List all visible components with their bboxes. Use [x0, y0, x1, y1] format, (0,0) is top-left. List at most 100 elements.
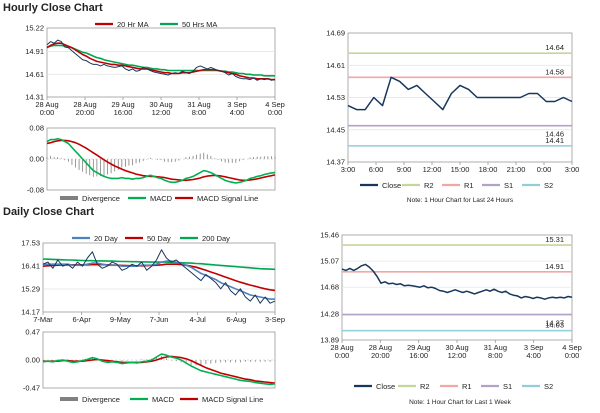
daily-price-x-tick: 3-Sep — [265, 315, 285, 324]
daily-week-x-tick: 3 Sep — [524, 343, 544, 352]
hourly-24h-x-tick: 15:00 — [451, 165, 470, 174]
daily-week-x-tick: 29 Aug — [407, 343, 430, 352]
hourly-price-y-tick: 14.91 — [25, 47, 44, 56]
daily-week-x-tick: 20:00 — [371, 351, 390, 360]
hourly-macd-y-tick: 0.08 — [29, 124, 44, 133]
hourly-24h-x-tick: 21:00 — [507, 165, 526, 174]
daily-price-x-tick: 7-Jun — [150, 315, 169, 324]
daily-week-level-label-s1: 14.27 — [545, 319, 564, 328]
daily-week-level-label-s2: 14.03 — [545, 321, 564, 330]
hourly-macd-line-macd — [46, 138, 276, 184]
daily-price-x-tick: 7-Mar — [33, 315, 53, 324]
hourly-24h-x-tick: 9:00 — [397, 165, 412, 174]
daily-price-line-200-day — [42, 258, 276, 271]
daily-week-y-tick: 15.07 — [320, 257, 339, 266]
hourly-price-x-tick: 29 Aug — [111, 100, 134, 109]
hourly-macd-legend-swatch-divergence — [60, 196, 78, 200]
daily-week-note: Note: 1 Hour Chart for Last 1 Week — [409, 399, 512, 406]
daily-week-line-close — [341, 263, 573, 300]
daily-price-y-tick: 15.29 — [21, 285, 40, 294]
hourly-price-x-tick: 12:00 — [152, 108, 171, 117]
daily-week-legend-r1: R1 — [462, 382, 472, 391]
daily-week-level-label-r1: 14.91 — [545, 262, 564, 271]
daily-price-line-close — [42, 249, 276, 304]
hourly-macd-y-tick: -0.08 — [27, 186, 44, 195]
daily-week-x-tick: 30 Aug — [445, 343, 468, 352]
hourly-price-x-tick: 0:00 — [40, 108, 55, 117]
daily-week-x-tick: 4 Sep — [562, 343, 582, 352]
daily-week-y-tick: 15.46 — [320, 231, 339, 240]
daily-week-x-tick: 28 Aug — [330, 343, 353, 352]
hourly-24h-x-tick: 3:00 — [565, 165, 580, 174]
hourly-price-y-tick: 14.31 — [25, 93, 44, 102]
daily-price-x-tick: 6-Apr — [72, 315, 91, 324]
daily-week-x-tick: 31 Aug — [484, 343, 507, 352]
daily-price-plot-frame — [42, 242, 276, 313]
daily-price-legend-50-day: 50 Day — [147, 234, 171, 243]
hourly-24h-x-tick: 3:00 — [341, 165, 356, 174]
hourly-24h-legend-s2: S2 — [544, 181, 553, 190]
hourly-macd-line-macd-signal-line — [46, 139, 276, 182]
daily-week-legend-r2: R2 — [420, 382, 430, 391]
hourly-price-x-tick: 4 Sep — [265, 100, 285, 109]
daily-week-x-tick: 0:00 — [565, 351, 580, 360]
daily-price-legend-200-day: 200 Day — [202, 234, 230, 243]
daily-week-x-tick: 8:00 — [488, 351, 503, 360]
hourly-price-line-50-hrs-ma — [46, 44, 275, 77]
hourly-24h-y-tick: 14.53 — [326, 93, 345, 102]
hourly-24h-level-label-s1: 14.46 — [545, 130, 564, 139]
hourly-24h-y-tick: 14.37 — [326, 158, 345, 167]
daily-week-y-tick: 14.28 — [320, 309, 339, 318]
daily-week-x-tick: 28 Aug — [369, 343, 392, 352]
daily-macd-legend-swatch-divergence — [60, 397, 78, 401]
hourly-24h-level-label-s2: 14.41 — [545, 136, 564, 145]
daily-macd-y-tick: 0.47 — [25, 328, 40, 337]
daily-macd-legend-macd: MACD — [152, 395, 175, 404]
daily-week-x-tick: 12:00 — [448, 351, 467, 360]
hourly-24h-y-tick: 14.61 — [326, 61, 345, 70]
daily-week-legend-s1: S1 — [503, 382, 512, 391]
daily-week-legend-close: Close — [376, 382, 395, 391]
hourly-price-x-tick: 16:00 — [114, 108, 133, 117]
daily-price-y-tick: 16.41 — [21, 262, 40, 271]
hourly-price-line-close — [46, 39, 276, 81]
hourly-price-x-tick: 0:00 — [268, 108, 283, 117]
hourly-24h-x-tick: 0:00 — [537, 165, 552, 174]
hourly-24h-legend-r1: R1 — [464, 181, 474, 190]
hourly-24h-level-label-r1: 14.58 — [545, 67, 564, 76]
hourly-24h-y-tick: 14.45 — [326, 125, 345, 134]
hourly-section-title: Hourly Close Chart — [3, 2, 103, 14]
hourly-macd-legend-macd: MACD — [150, 194, 173, 203]
hourly-price-x-tick: 8:00 — [192, 108, 207, 117]
daily-macd-y-tick: -0.47 — [23, 384, 40, 393]
hourly-macd-legend-divergence: Divergence — [82, 194, 120, 203]
daily-week-legend-s2: S2 — [544, 382, 553, 391]
hourly-price-x-tick: 31 Aug — [187, 100, 210, 109]
daily-price-x-tick: 4-Jul — [190, 315, 207, 324]
hourly-24h-legend-r2: R2 — [424, 181, 434, 190]
hourly-price-plot-frame — [46, 27, 276, 98]
daily-week-x-tick: 16:00 — [409, 351, 428, 360]
daily-macd-line-macd — [42, 353, 276, 386]
daily-week-x-tick: 4:00 — [526, 351, 541, 360]
hourly-24h-legend-close: Close — [382, 181, 401, 190]
hourly-macd-legend-macd-signal-line: MACD Signal Line — [197, 194, 258, 203]
hourly-price-legend-50-hrs-ma: 50 Hrs MA — [182, 20, 217, 29]
hourly-price-x-tick: 30 Aug — [149, 100, 172, 109]
hourly-24h-legend-s1: S1 — [504, 181, 513, 190]
hourly-24h-x-tick: 12:00 — [423, 165, 442, 174]
hourly-24h-y-tick: 14.69 — [326, 29, 345, 38]
daily-macd-legend-divergence: Divergence — [82, 395, 120, 404]
daily-price-line-50-day — [42, 263, 276, 292]
daily-macd-y-tick: 0.00 — [25, 356, 40, 365]
daily-price-x-tick: 9-May — [110, 315, 131, 324]
daily-price-legend-20-day: 20 Day — [94, 234, 118, 243]
daily-section-title: Daily Close Chart — [3, 206, 95, 218]
hourly-24h-level-label-r2: 14.64 — [545, 43, 564, 52]
daily-week-level-label-r2: 15.31 — [545, 235, 564, 244]
daily-week-x-tick: 0:00 — [335, 351, 350, 360]
hourly-price-x-tick: 28 Aug — [73, 100, 96, 109]
hourly-price-y-tick: 14.61 — [25, 70, 44, 79]
daily-price-y-tick: 17.53 — [21, 239, 40, 248]
hourly-24h-note: Note: 1 Hour Chart for Last 24 Hours — [407, 197, 514, 204]
